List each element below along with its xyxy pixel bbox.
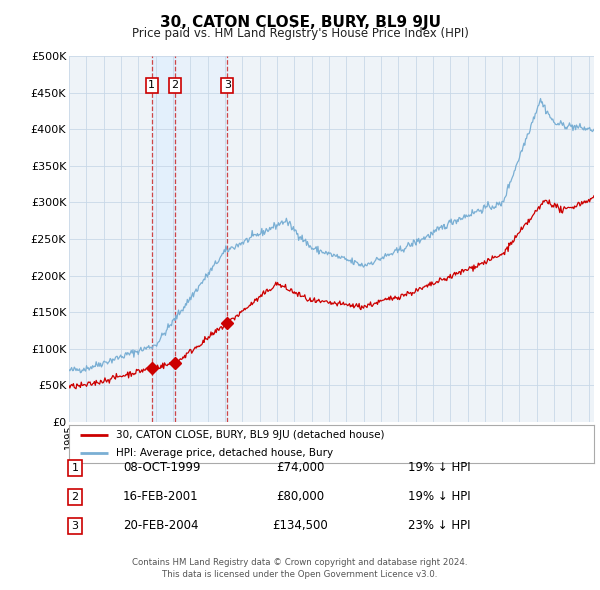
Bar bbox=[175, 56, 227, 422]
Text: Price paid vs. HM Land Registry's House Price Index (HPI): Price paid vs. HM Land Registry's House … bbox=[131, 27, 469, 40]
Text: 3: 3 bbox=[224, 80, 230, 90]
Text: 30, CATON CLOSE, BURY, BL9 9JU: 30, CATON CLOSE, BURY, BL9 9JU bbox=[160, 15, 440, 30]
Text: HPI: Average price, detached house, Bury: HPI: Average price, detached house, Bury bbox=[116, 448, 334, 458]
Text: 19% ↓ HPI: 19% ↓ HPI bbox=[408, 461, 470, 474]
Text: 2: 2 bbox=[172, 80, 179, 90]
Text: £134,500: £134,500 bbox=[272, 519, 328, 532]
Text: 08-OCT-1999: 08-OCT-1999 bbox=[123, 461, 200, 474]
Text: 30, CATON CLOSE, BURY, BL9 9JU (detached house): 30, CATON CLOSE, BURY, BL9 9JU (detached… bbox=[116, 430, 385, 440]
Text: 19% ↓ HPI: 19% ↓ HPI bbox=[408, 490, 470, 503]
Text: 1: 1 bbox=[71, 463, 79, 473]
Text: 1: 1 bbox=[148, 80, 155, 90]
Text: 3: 3 bbox=[71, 521, 79, 530]
Bar bbox=[152, 56, 175, 422]
Text: Contains HM Land Registry data © Crown copyright and database right 2024.
This d: Contains HM Land Registry data © Crown c… bbox=[132, 558, 468, 579]
Text: 16-FEB-2001: 16-FEB-2001 bbox=[123, 490, 199, 503]
Text: £80,000: £80,000 bbox=[276, 490, 324, 503]
Text: £74,000: £74,000 bbox=[276, 461, 324, 474]
Text: 20-FEB-2004: 20-FEB-2004 bbox=[123, 519, 199, 532]
Text: 2: 2 bbox=[71, 492, 79, 502]
Text: 23% ↓ HPI: 23% ↓ HPI bbox=[408, 519, 470, 532]
